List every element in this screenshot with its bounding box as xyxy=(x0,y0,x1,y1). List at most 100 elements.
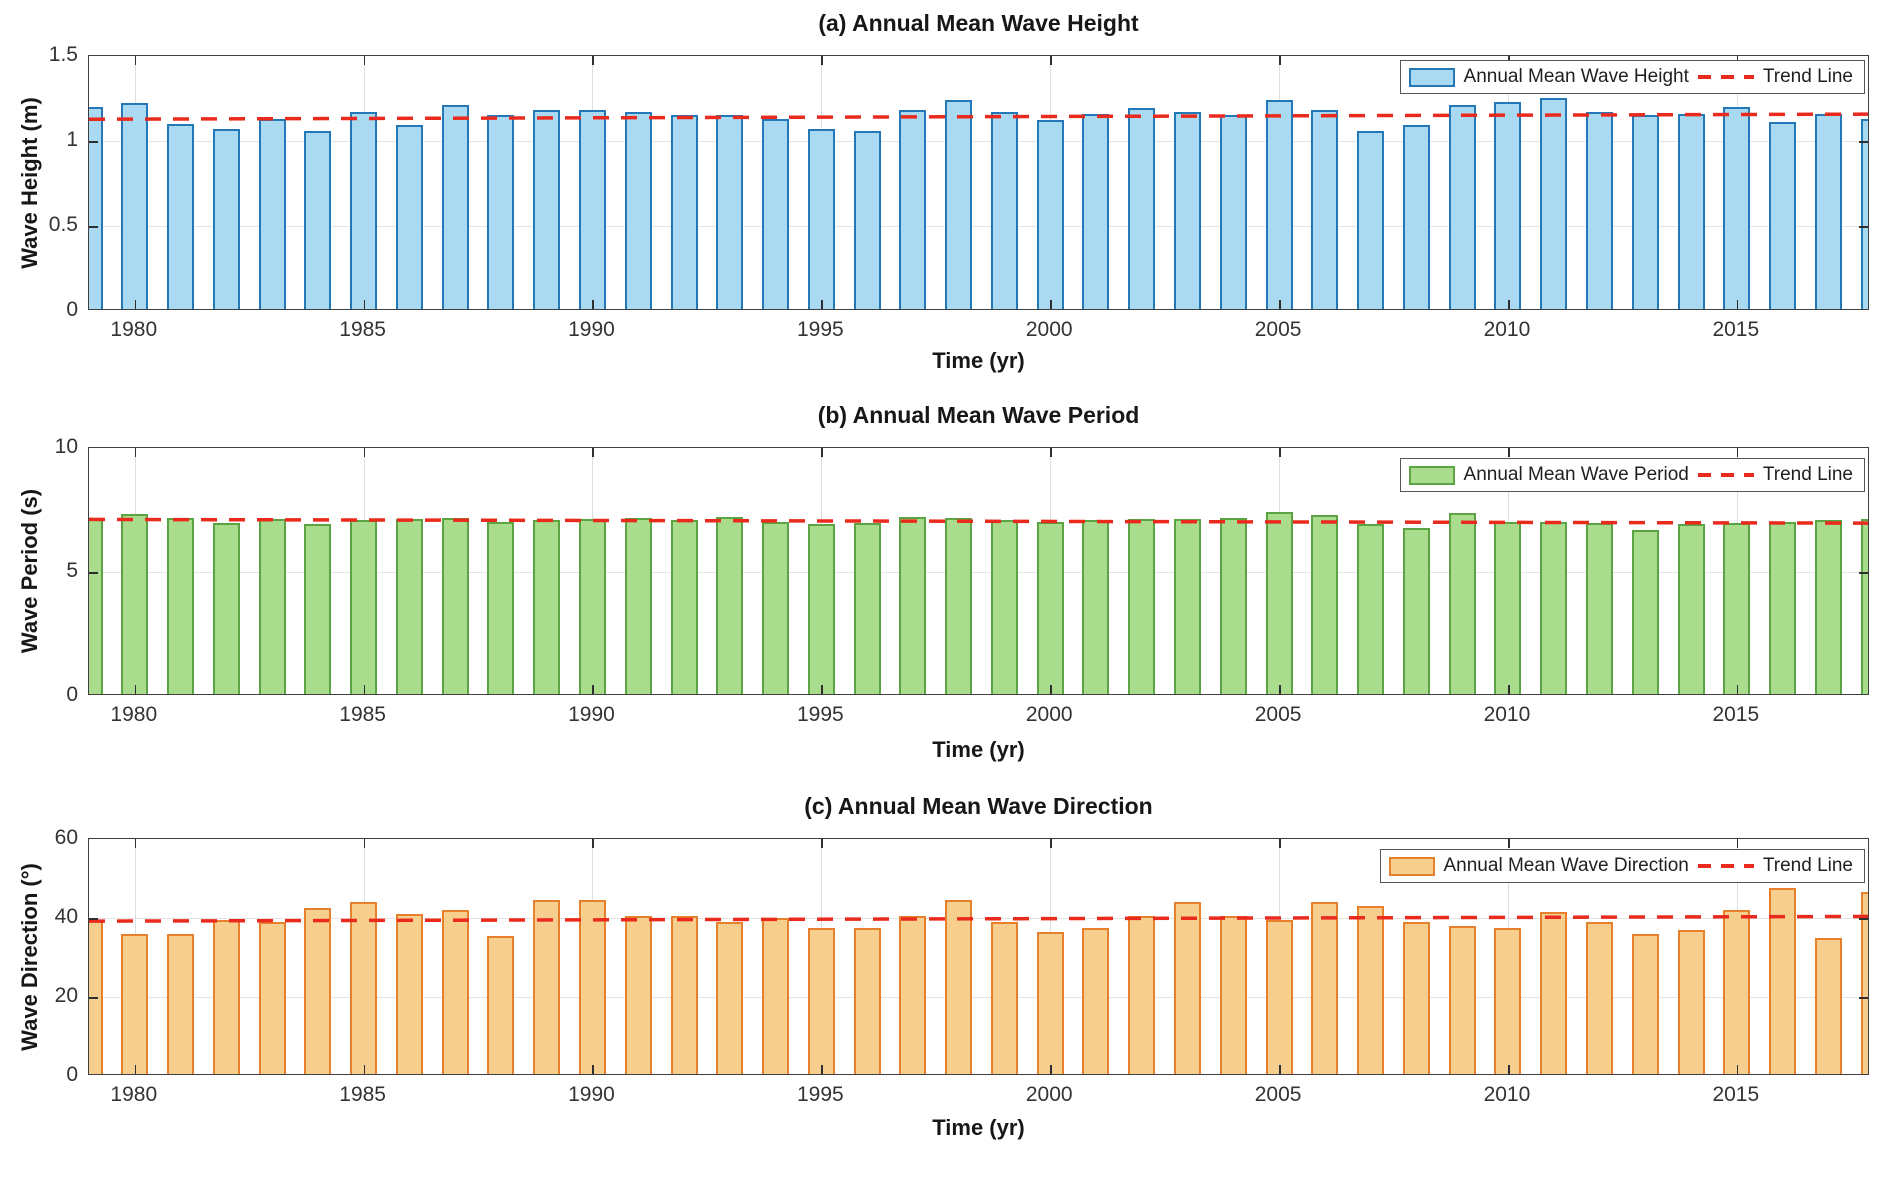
x-tick-mark xyxy=(821,1065,824,1074)
x-tick-mark xyxy=(592,685,595,694)
bar-2007 xyxy=(1357,906,1385,1074)
y-tick-label: 0 xyxy=(66,1063,78,1086)
bar-2001 xyxy=(1082,927,1110,1074)
x-tick-mark-top xyxy=(1050,448,1052,457)
y-tick-label: 1 xyxy=(66,128,78,151)
bar-1981 xyxy=(167,933,195,1074)
x-tick-mark-top xyxy=(1050,56,1052,65)
x-tick-mark xyxy=(1736,300,1739,309)
x-tick-label: 2010 xyxy=(1483,318,1531,341)
x-tick-label: 1995 xyxy=(796,1083,844,1106)
bar-2005 xyxy=(1265,511,1293,694)
bar-2016 xyxy=(1769,122,1797,309)
bar-1981 xyxy=(167,517,195,694)
bar-1997 xyxy=(899,110,927,309)
x-tick-mark xyxy=(363,300,366,309)
bar-1986 xyxy=(395,519,423,694)
x-tick-label: 2000 xyxy=(1025,1083,1073,1106)
legend-series-swatch xyxy=(1408,67,1455,87)
bar-2000 xyxy=(1036,521,1064,694)
bar-1995 xyxy=(807,128,835,309)
bar-2002 xyxy=(1128,916,1156,1074)
legend-series-swatch xyxy=(1388,856,1435,876)
x-tick-mark xyxy=(592,1065,595,1074)
bar-1979 xyxy=(89,517,103,694)
bar-1989 xyxy=(533,900,561,1074)
bar-1989 xyxy=(533,520,561,694)
x-tick-label: 1985 xyxy=(339,1083,386,1106)
bar-1997 xyxy=(899,916,927,1074)
x-tick-mark-top xyxy=(821,839,824,848)
bar-1999 xyxy=(990,921,1018,1074)
bar-2009 xyxy=(1448,925,1476,1074)
bar-1988 xyxy=(487,935,515,1074)
legend: Annual Mean Wave Direction Trend Line xyxy=(1379,849,1865,883)
bar-2014 xyxy=(1677,113,1705,309)
x-tick-label: 1985 xyxy=(339,703,386,726)
bar-1983 xyxy=(258,519,286,694)
bar-1993 xyxy=(716,921,744,1074)
x-tick-mark-top xyxy=(592,56,595,65)
x-tick-mark-top xyxy=(1507,448,1510,457)
bar-2008 xyxy=(1402,125,1430,309)
bar-2017 xyxy=(1814,937,1842,1074)
x-tick-label: 2015 xyxy=(1712,703,1760,726)
bar-2014 xyxy=(1677,524,1705,694)
legend-series-label: Annual Mean Wave Height xyxy=(1463,66,1689,87)
bar-1982 xyxy=(212,128,240,309)
bar-1994 xyxy=(762,521,790,694)
bar-2003 xyxy=(1174,519,1202,694)
bar-1987 xyxy=(441,105,469,309)
bar-1989 xyxy=(533,110,561,309)
bar-2015 xyxy=(1723,106,1751,309)
bar-2001 xyxy=(1082,520,1110,694)
bar-1987 xyxy=(441,517,469,694)
bar-1988 xyxy=(487,115,515,309)
bar-1995 xyxy=(807,927,835,1074)
x-tick-label: 1995 xyxy=(796,703,844,726)
bar-1992 xyxy=(670,916,698,1074)
bar-1990 xyxy=(578,110,606,309)
bar-1990 xyxy=(578,519,606,694)
x-tick-label: 2005 xyxy=(1254,703,1302,726)
bar-1982 xyxy=(212,522,240,694)
x-tick-mark xyxy=(1507,685,1510,694)
y-tick-label: 0 xyxy=(66,298,78,321)
x-tick-label: 2010 xyxy=(1483,1083,1531,1106)
bar-2015 xyxy=(1723,522,1751,694)
y-tick-label: 5 xyxy=(66,559,78,582)
bar-1979 xyxy=(89,106,103,309)
bar-1980 xyxy=(121,103,149,309)
x-tick-mark-top xyxy=(1279,448,1281,457)
bar-2003 xyxy=(1174,902,1202,1074)
panel-a-plot-area: Annual Mean Wave Height Trend Line xyxy=(88,55,1869,310)
bar-2014 xyxy=(1677,929,1705,1074)
bar-1986 xyxy=(395,914,423,1074)
y-tick-mark xyxy=(89,141,98,143)
bar-2011 xyxy=(1540,98,1568,309)
legend-series-label: Annual Mean Wave Period xyxy=(1463,464,1689,485)
horizontal-gridline xyxy=(89,226,1868,227)
x-tick-mark xyxy=(1050,300,1052,309)
y-tick-label: 0 xyxy=(66,683,78,706)
x-tick-mark-top xyxy=(592,839,595,848)
y-tick-mark xyxy=(89,572,98,574)
bar-2011 xyxy=(1540,912,1568,1074)
bar-1996 xyxy=(853,522,881,694)
bar-2009 xyxy=(1448,512,1476,694)
bar-1986 xyxy=(395,125,423,309)
x-tick-mark-top xyxy=(821,448,824,457)
bar-1991 xyxy=(624,111,652,309)
y-tick-label: 40 xyxy=(54,905,78,928)
bar-2003 xyxy=(1174,111,1202,309)
bar-1985 xyxy=(350,520,378,694)
y-tick-label: 60 xyxy=(54,826,78,849)
bar-2017 xyxy=(1814,520,1842,694)
x-tick-mark xyxy=(821,300,824,309)
x-tick-mark xyxy=(363,1065,366,1074)
legend-series-swatch xyxy=(1408,465,1455,485)
panel-c-x-axis-label: Time (yr) xyxy=(932,1115,1025,1140)
x-tick-label: 2005 xyxy=(1254,318,1302,341)
x-tick-mark-top xyxy=(1736,839,1739,848)
bar-2005 xyxy=(1265,919,1293,1074)
